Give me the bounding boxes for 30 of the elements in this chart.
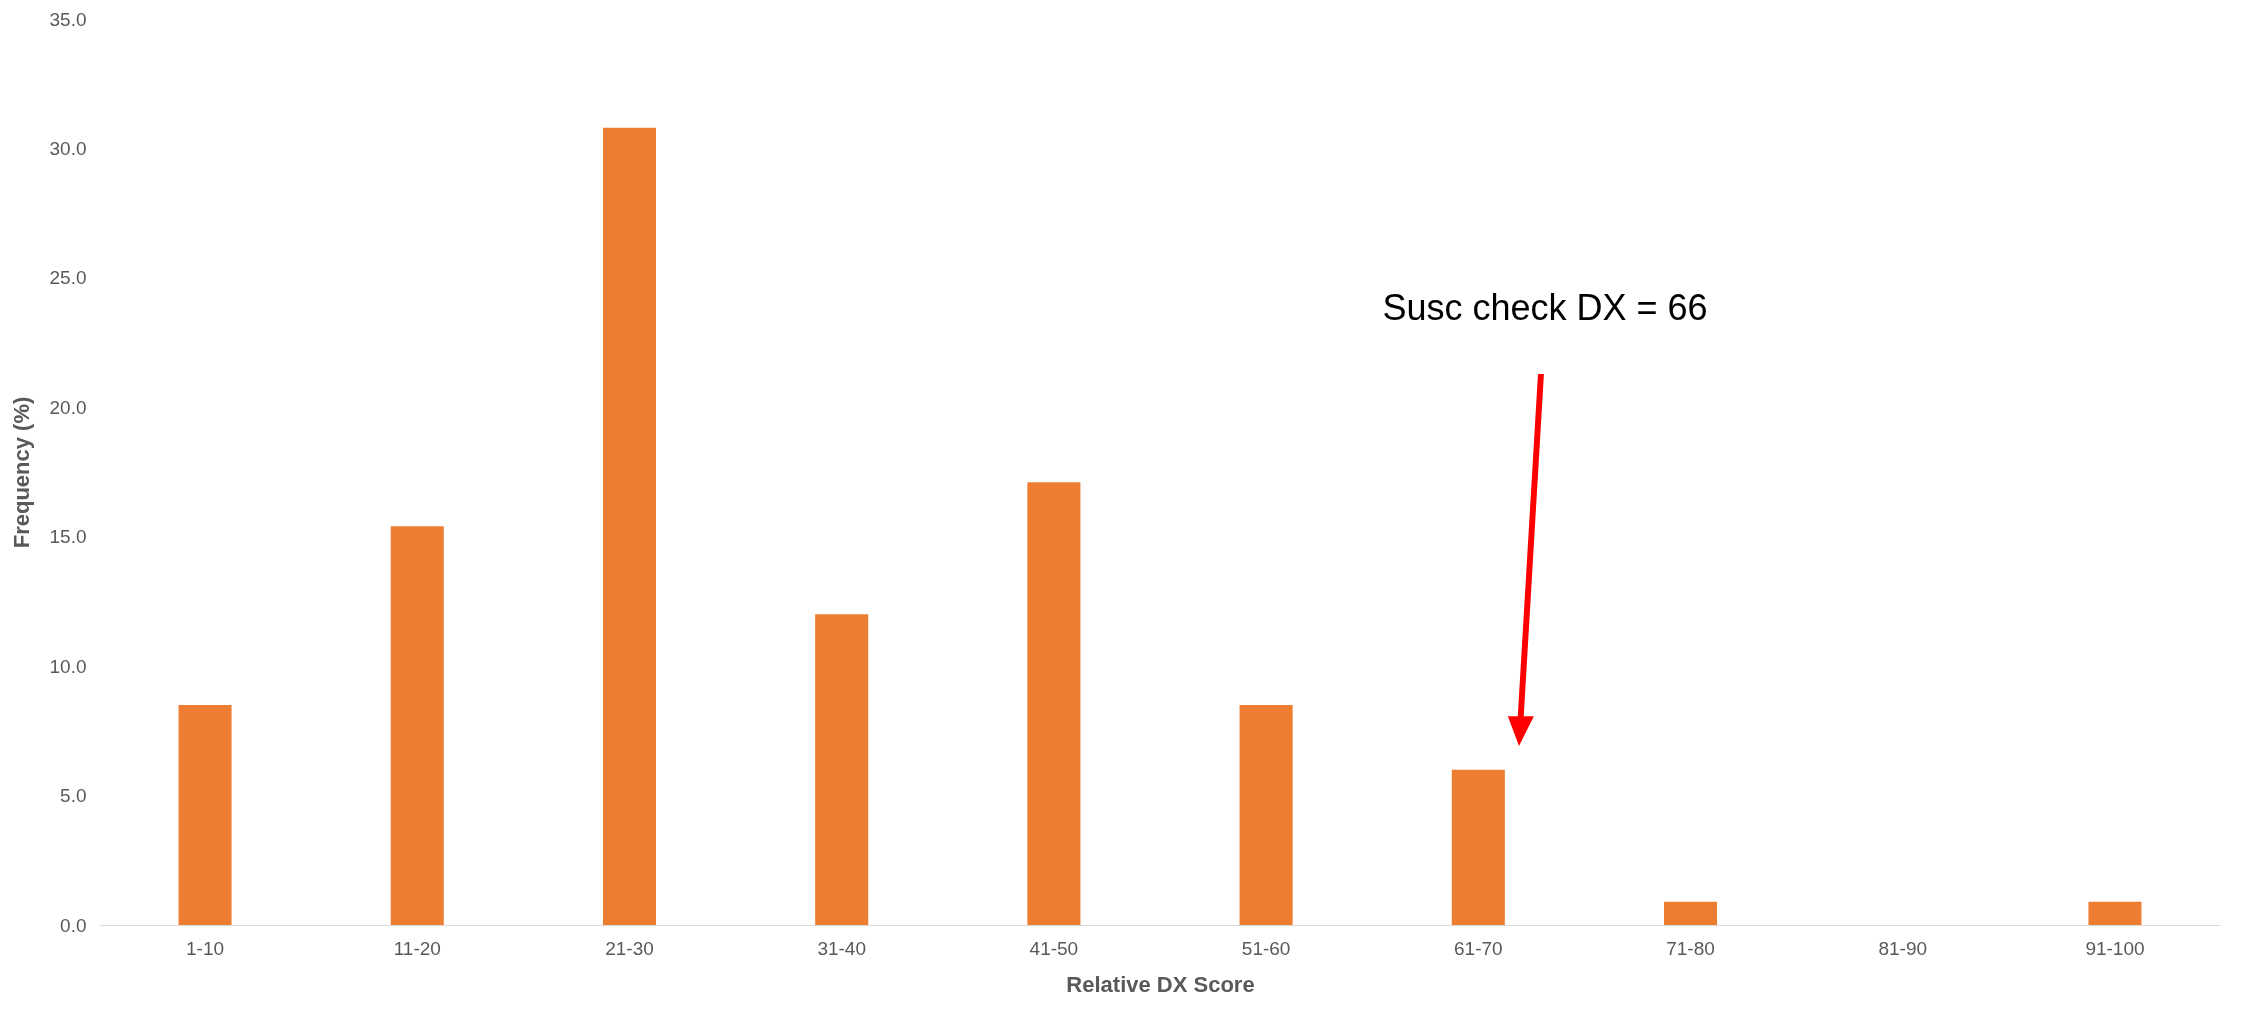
y-axis-title: Frequency (%) — [8, 396, 34, 549]
bar — [1239, 704, 1293, 925]
bar — [602, 127, 656, 925]
x-tick-label: 31-40 — [817, 937, 866, 959]
x-tick-label: 91-100 — [2085, 937, 2145, 959]
bar — [1451, 769, 1505, 925]
x-tick-label: 11-20 — [393, 937, 441, 959]
bar — [390, 526, 444, 925]
y-tick-label: 0.0 — [60, 914, 87, 936]
x-tick-label: 51-60 — [1241, 937, 1291, 959]
x-tick-label: 41-50 — [1029, 937, 1079, 959]
x-tick-label: 71-80 — [1666, 937, 1715, 959]
y-tick-label: 20.0 — [49, 396, 87, 418]
bar — [1664, 901, 1718, 925]
x-tick-label: 1-10 — [186, 937, 225, 959]
x-tick-label: 61-70 — [1454, 937, 1503, 959]
y-tick-label: 15.0 — [49, 526, 87, 548]
y-tick-label: 25.0 — [49, 267, 87, 289]
y-tick-label: 35.0 — [49, 8, 87, 30]
bar — [815, 614, 869, 925]
bar — [1027, 482, 1081, 925]
y-tick-label: 30.0 — [49, 137, 87, 159]
x-axis-title: Relative DX Score — [1066, 971, 1255, 997]
annotation: Susc check DX = 66 — [1382, 287, 1708, 328]
y-tick-label: 5.0 — [60, 785, 87, 807]
bar — [178, 704, 232, 925]
y-tick-label: 10.0 — [49, 655, 87, 677]
x-tick-label: 21-30 — [605, 937, 654, 959]
x-tick-label: 81-90 — [1878, 937, 1928, 959]
bar — [2088, 901, 2142, 925]
